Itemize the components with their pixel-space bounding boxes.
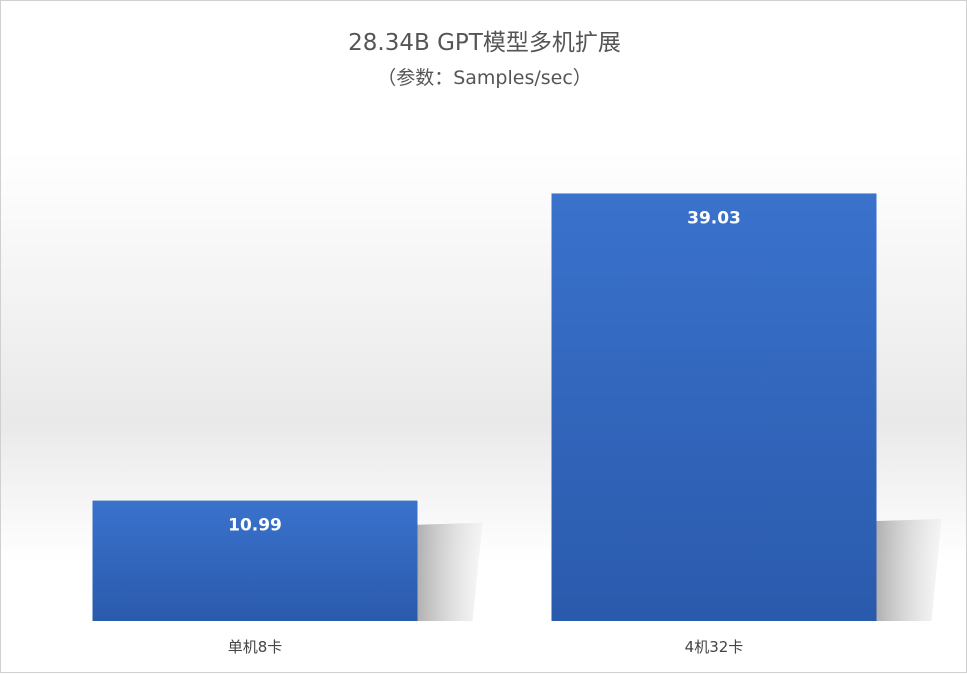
bar: [92, 500, 418, 621]
data-label: 39.03: [687, 208, 741, 228]
bar: [551, 193, 877, 621]
bar-shadow: [876, 519, 942, 621]
category-label: 4机32卡: [685, 638, 744, 656]
bar-shadow: [417, 522, 483, 621]
chart-title: 28.34B GPT模型多机扩展: [348, 30, 621, 56]
data-label: 10.99: [228, 516, 282, 536]
category-label: 单机8卡: [228, 638, 283, 656]
chart-subtitle: （参数：Samples/sec）: [377, 67, 592, 89]
